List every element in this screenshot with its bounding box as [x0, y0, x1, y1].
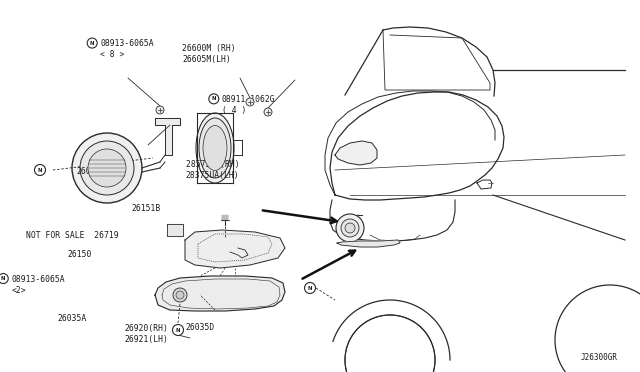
Circle shape — [345, 223, 355, 233]
Text: 26151B: 26151B — [131, 204, 161, 213]
Text: N: N — [212, 96, 216, 101]
Text: 08913-6065A
< 8 >: 08913-6065A < 8 > — [100, 39, 154, 59]
Circle shape — [336, 214, 364, 242]
Circle shape — [209, 94, 219, 104]
Circle shape — [305, 282, 316, 294]
Circle shape — [88, 149, 126, 187]
Text: 26035E: 26035E — [77, 167, 106, 176]
Circle shape — [80, 141, 134, 195]
Circle shape — [35, 164, 45, 176]
Text: 26035A: 26035A — [58, 314, 87, 323]
Text: NOT FOR SALE  26719: NOT FOR SALE 26719 — [26, 231, 118, 240]
Circle shape — [264, 108, 272, 116]
Text: 08913-6065A
<2>: 08913-6065A <2> — [12, 275, 65, 295]
Circle shape — [341, 219, 359, 237]
Circle shape — [0, 273, 8, 283]
Polygon shape — [155, 276, 285, 311]
Ellipse shape — [199, 118, 231, 178]
Polygon shape — [335, 141, 377, 165]
Text: N: N — [176, 327, 180, 333]
Ellipse shape — [196, 113, 234, 183]
Text: 28575U (RH)
28375UA(LH): 28575U (RH) 28375UA(LH) — [186, 160, 239, 180]
Text: J26300GR: J26300GR — [581, 353, 618, 362]
Text: N: N — [38, 167, 42, 173]
Ellipse shape — [203, 125, 227, 170]
Text: N: N — [1, 276, 6, 281]
Polygon shape — [167, 224, 183, 236]
Circle shape — [156, 106, 164, 114]
Circle shape — [87, 38, 97, 48]
Polygon shape — [337, 240, 400, 247]
Text: 26600M (RH)
26605M(LH): 26600M (RH) 26605M(LH) — [182, 44, 236, 64]
Polygon shape — [155, 118, 180, 155]
Circle shape — [345, 315, 435, 372]
Circle shape — [176, 291, 184, 299]
Circle shape — [173, 288, 187, 302]
Circle shape — [72, 133, 142, 203]
Text: N: N — [308, 285, 312, 291]
Text: 26035D: 26035D — [186, 323, 215, 332]
Text: 08911-1062G
( 4 ): 08911-1062G ( 4 ) — [222, 95, 275, 115]
Text: 26920(RH)
26921(LH): 26920(RH) 26921(LH) — [125, 324, 169, 344]
Text: N: N — [90, 41, 95, 45]
Text: 26150: 26150 — [67, 250, 92, 259]
Polygon shape — [185, 230, 285, 268]
Circle shape — [246, 98, 254, 106]
Circle shape — [173, 324, 184, 336]
